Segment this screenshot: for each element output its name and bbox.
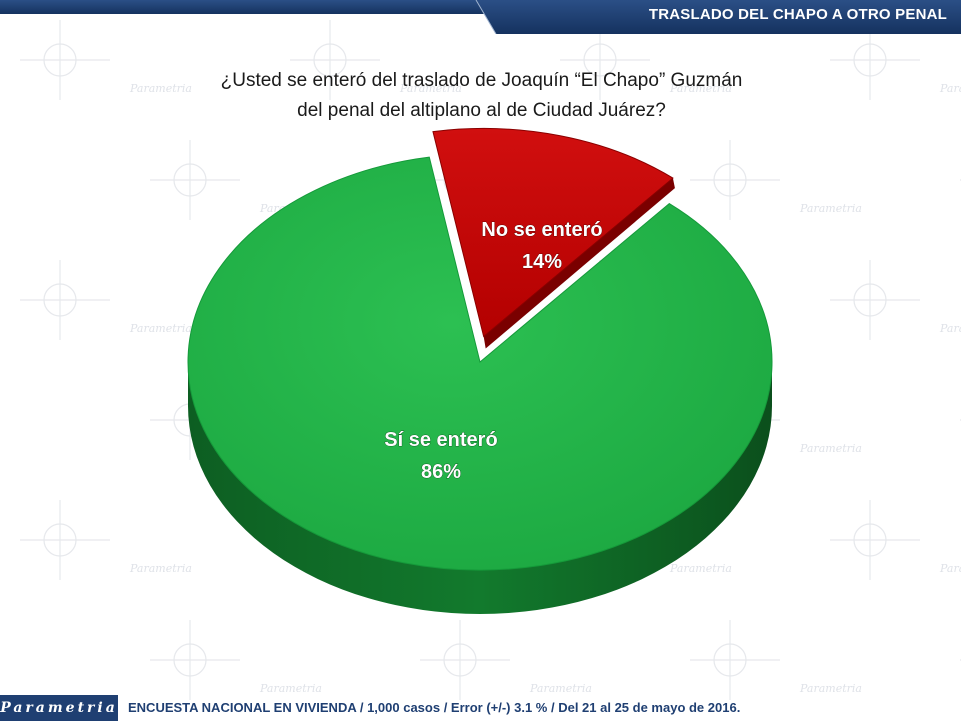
header-title-block (476, 0, 961, 34)
footer-logo: Parametria (0, 695, 118, 721)
slice-si-se-entero (187, 156, 773, 571)
watermark-text: Parametria (799, 202, 862, 215)
value-no-se-entero: 14% (522, 251, 562, 273)
value-si-se-entero: 86% (421, 461, 461, 483)
watermark-text: Parametria (259, 682, 322, 695)
slice-no-side (483, 178, 675, 349)
watermark-text: Parametria (939, 82, 961, 95)
watermark-text: Parametria (669, 562, 732, 575)
watermark-text: Parametria (669, 82, 732, 95)
watermark-text: Parametria (939, 562, 961, 575)
watermark-text: Parametria (939, 322, 961, 335)
slice-no-se-entero (432, 128, 674, 338)
watermark-text: Parametria (529, 682, 592, 695)
question-line-2: del penal del altiplano al de Ciudad Juá… (297, 100, 666, 121)
header-bar (0, 0, 961, 34)
label-si-se-entero: Sí se enteró (384, 429, 497, 451)
slice-si-side (188, 362, 772, 614)
header-title: TRASLADO DEL CHAPO A OTRO PENAL (648, 6, 947, 23)
watermark-text: Parametria (799, 442, 862, 455)
label-no-se-entero: No se enteró (481, 219, 602, 241)
watermark-text: Parametria (129, 82, 192, 95)
watermark-text: Parametria (129, 322, 192, 335)
watermark-text: Parametria (129, 562, 192, 575)
footer-bar: Parametria ENCUESTA NACIONAL EN VIVIENDA… (0, 695, 961, 721)
survey-question: ¿Usted se enteró del traslado de Joaquín… (0, 66, 961, 126)
watermark-text: Parametria (399, 82, 462, 95)
footer-note: ENCUESTA NACIONAL EN VIVIENDA / 1,000 ca… (128, 700, 741, 715)
watermark-text: Parametria (799, 682, 862, 695)
question-line-1: ¿Usted se enteró del traslado de Joaquín… (220, 70, 743, 91)
